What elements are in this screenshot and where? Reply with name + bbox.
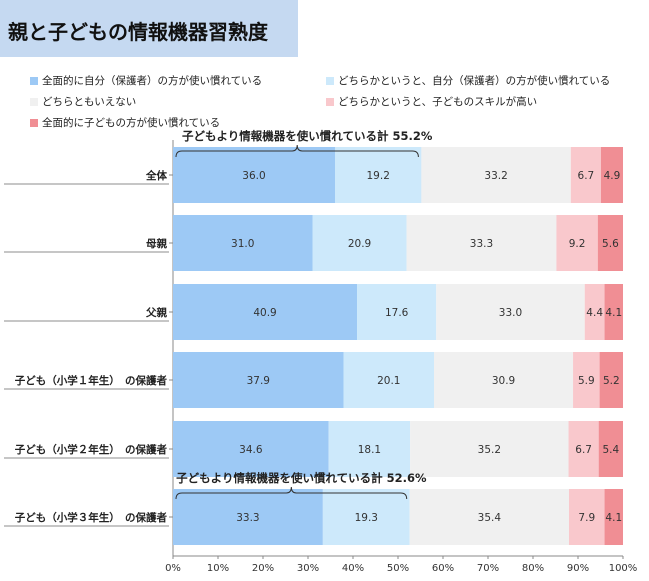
data-label: 20.1 (377, 375, 400, 387)
data-label: 40.9 (253, 307, 276, 319)
bar-segment (568, 421, 599, 477)
bar-segment (173, 489, 323, 545)
category-label: 子ども（小学１年生） の保護者 (15, 374, 168, 387)
legend-swatch (30, 76, 38, 85)
title-box: 親と子どもの情報機器習熟度 (0, 0, 298, 57)
data-label: 5.6 (602, 238, 619, 250)
bar-segment (322, 489, 410, 545)
x-tick-label: 60% (432, 563, 454, 574)
x-tick-label: 70% (477, 563, 499, 574)
data-label: 5.4 (602, 444, 619, 456)
data-label: 9.2 (569, 238, 586, 250)
data-label: 6.7 (578, 170, 595, 182)
bar-segment (597, 215, 623, 271)
data-label: 6.7 (575, 444, 592, 456)
legend-label: どちらかというと、子どものスキルが高い (338, 96, 538, 108)
x-tick-label: 30% (297, 563, 319, 574)
x-tick-label: 50% (387, 563, 409, 574)
bar-segment (436, 284, 585, 340)
data-label: 7.9 (578, 512, 595, 524)
bar-segment (573, 352, 600, 408)
legend-item-somewhat-child: どちらかというと、子どものスキルが高い (326, 94, 537, 109)
x-tick-label: 80% (522, 563, 544, 574)
legend-swatch (326, 76, 334, 85)
bar-segment (598, 421, 623, 477)
data-label: 4.1 (605, 512, 622, 524)
data-label: 4.4 (586, 307, 603, 319)
data-label: 35.4 (478, 512, 502, 524)
legend-swatch (30, 118, 38, 127)
bar-segment (335, 147, 422, 203)
page-title: 親と子どもの情報機器習熟度 (8, 20, 268, 44)
bar-segment (406, 215, 557, 271)
annotation-label: 子どもより情報機器を使い慣れている計 52.6% (176, 471, 427, 485)
annotation-brace (175, 144, 419, 158)
data-label: 33.0 (499, 307, 522, 319)
bar-segment (173, 215, 313, 271)
data-label: 33.3 (236, 512, 259, 524)
data-label: 18.1 (358, 444, 381, 456)
data-label: 19.3 (355, 512, 378, 524)
bar-segment (312, 215, 407, 271)
category-label: 父親 (145, 306, 167, 319)
x-tick-label: 100% (609, 563, 638, 574)
data-label: 31.0 (231, 238, 254, 250)
bar-segment (409, 489, 569, 545)
data-label: 20.9 (348, 238, 371, 250)
bar-segment (173, 147, 335, 203)
data-label: 35.2 (478, 444, 501, 456)
x-tick-label: 10% (207, 563, 229, 574)
legend-label: どちらかというと、自分（保護者）の方が使い慣れている (338, 75, 611, 87)
bar-segment (599, 352, 623, 408)
x-tick-label: 40% (342, 563, 364, 574)
annotation-label: 子どもより情報機器を使い慣れている計 55.2% (182, 129, 433, 143)
data-label: 4.9 (604, 170, 621, 182)
legend-item-full-child: 全面的に子どもの方が使い慣れている (30, 115, 220, 130)
category-label: 全体 (145, 169, 167, 182)
bar-segment (569, 489, 605, 545)
legend-label: 全面的に自分（保護者）の方が使い慣れている (42, 75, 263, 87)
data-label: 5.9 (578, 375, 595, 387)
bar-segment (421, 147, 571, 203)
legend-label: どちらともいえない (42, 96, 137, 108)
legend-swatch (30, 97, 38, 106)
annotation-brace (175, 486, 408, 500)
legend-swatch (326, 97, 334, 106)
data-label: 19.2 (367, 170, 390, 182)
bar-segment (584, 284, 605, 340)
bar-segment (410, 421, 569, 477)
bar-segment (604, 284, 623, 340)
bar-segment (604, 489, 623, 545)
data-label: 30.9 (492, 375, 515, 387)
legend-item-full-parent: 全面的に自分（保護者）の方が使い慣れている (30, 73, 262, 88)
bar-segment (570, 147, 601, 203)
bar-segment (434, 352, 574, 408)
data-label: 36.0 (242, 170, 265, 182)
legend-label: 全面的に子どもの方が使い慣れている (42, 117, 221, 129)
data-label: 4.1 (605, 307, 622, 319)
data-label: 33.2 (484, 170, 507, 182)
data-label: 17.6 (385, 307, 409, 319)
bar-segment (173, 284, 358, 340)
bar-segment (173, 421, 329, 477)
category-label: 子ども（小学２年生） の保護者 (15, 443, 168, 456)
legend-item-somewhat-parent: どちらかというと、自分（保護者）の方が使い慣れている (326, 73, 610, 88)
data-label: 5.2 (603, 375, 620, 387)
bar-segment (173, 352, 344, 408)
bar-segment (328, 421, 411, 477)
bar-segment (600, 147, 623, 203)
x-tick-label: 0% (165, 563, 181, 574)
data-label: 37.9 (247, 375, 270, 387)
x-tick-label: 20% (252, 563, 274, 574)
category-label: 子ども（小学３年生） の保護者 (15, 511, 168, 524)
category-label: 母親 (146, 237, 167, 250)
legend-item-neither: どちらともいえない (30, 94, 136, 109)
bar-segment (343, 352, 434, 408)
bar-segment (357, 284, 437, 340)
data-label: 34.6 (239, 444, 263, 456)
bar-segment (556, 215, 598, 271)
data-label: 33.3 (470, 238, 493, 250)
x-tick-label: 90% (567, 563, 589, 574)
